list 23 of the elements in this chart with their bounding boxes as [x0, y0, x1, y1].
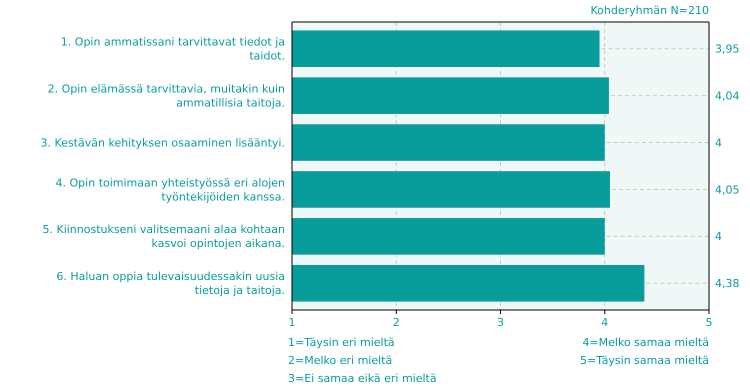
x-tick-label: 2 [392, 316, 400, 329]
data-label: 3,95 [715, 42, 740, 56]
x-tick-label: 3 [497, 316, 504, 329]
y-tick-label: 4. Opin toimimaan yhteistyössä eri alojen työntekijöiden kanssa. [56, 176, 286, 204]
data-label: 4 [715, 136, 722, 150]
text: Kohderyhmän N=210 [590, 4, 709, 17]
data-label: 4,05 [715, 183, 740, 196]
y-tick-label: 5. Kiinnostukseni valitsemaani alaa kohtaan kasvoi opintojen aikana. [42, 223, 286, 250]
data-label: 4,38 [715, 277, 740, 290]
x-tick-label: 1 [288, 316, 296, 329]
text: 3=Ei samaa eikä eri mieltä [288, 372, 437, 385]
y-tick-label: 6. Haluan oppia tulevaisuudessakin uusia tietoja ja taitoja. [56, 270, 285, 298]
text: 1=Täysin eri mieltä [288, 336, 395, 349]
x-tick-label: 4 [601, 316, 608, 329]
text: 2=Melko eri mieltä [288, 354, 392, 367]
data-label: 4,04 [715, 89, 740, 102]
text: 4=Melko samaa mieltä [582, 336, 709, 349]
y-tick-label: 1. Opin ammatissani tarvittavat tiedot ja taidot. [60, 36, 285, 63]
data-label: 4 [715, 230, 722, 244]
x-tick-label: 5 [706, 316, 712, 329]
text: 5=Täysin samaa mieltä [580, 354, 709, 367]
y-tick-label: 2. Opin elämässä tarvittavia, muitakin kuin ammatillisia taitoja. [48, 82, 286, 110]
y-tick-label: 3. Kestävän kehityksen osaaminen lisääntyi. [40, 136, 285, 150]
